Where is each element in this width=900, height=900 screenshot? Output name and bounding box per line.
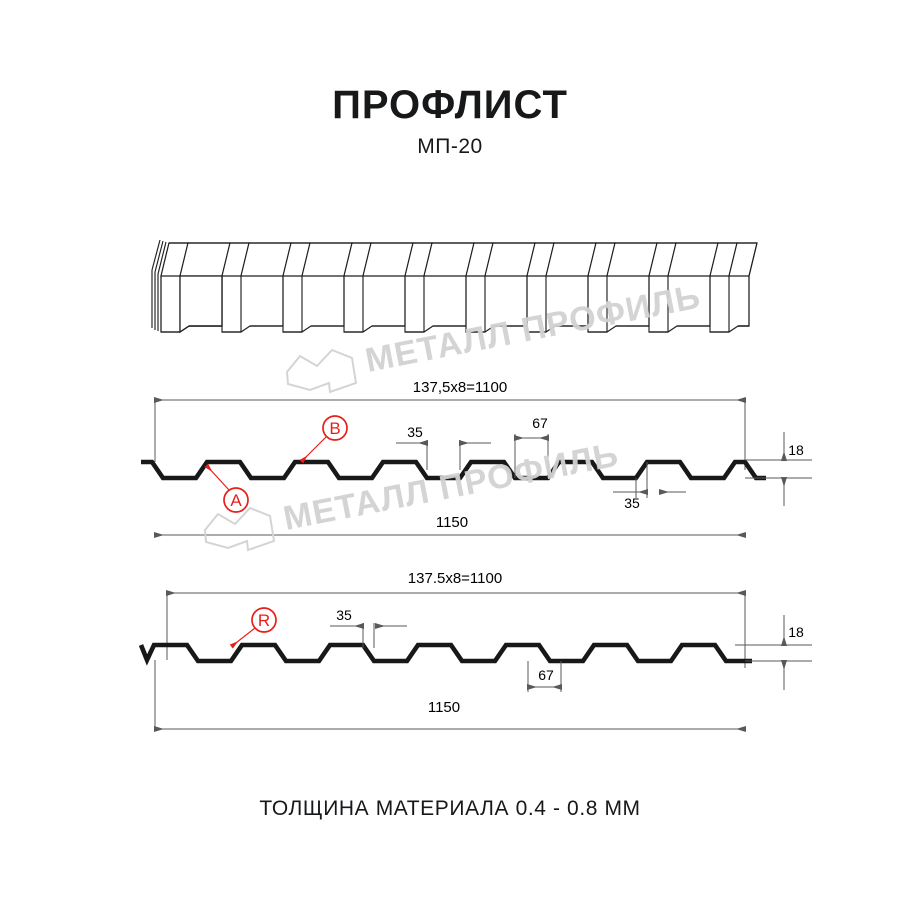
callout-b: B (299, 415, 348, 464)
dim-label-height-18-top: 18 (788, 442, 804, 458)
watermark-bottom: МЕТАЛЛ ПРОФИЛЬ (203, 436, 622, 552)
material-thickness-caption: ТОЛЩИНА МАТЕРИАЛА 0.4 - 0.8 ММ (259, 797, 640, 820)
product-code: МП-20 (417, 135, 482, 158)
dim-label-height-18-bottom: 18 (788, 624, 804, 640)
dim-label-pitch-top: 137,5x8=1100 (413, 379, 507, 396)
profile-outline-r (138, 642, 752, 666)
cross-section-a: 137,5x8=1100 35 67 35 18 (141, 379, 812, 538)
callout-r-label: R (258, 611, 270, 630)
dim-label-total-bottom: 1150 (428, 699, 460, 716)
cross-section-r: 137.5x8=1100 35 67 18 1150 (138, 570, 812, 732)
callout-a: A (204, 463, 249, 513)
callout-a-label: A (230, 491, 242, 510)
dim-label-35-top: 35 (407, 424, 423, 440)
callout-b-label: B (329, 419, 340, 438)
isometric-sheet-view (151, 239, 758, 334)
dim-label-35-bottom: 35 (624, 495, 640, 511)
dim-label-total-top: 1150 (436, 514, 468, 531)
watermark-top: МЕТАЛЛ ПРОФИЛЬ (285, 278, 704, 394)
callout-r: R (229, 607, 277, 649)
watermark-text-top: МЕТАЛЛ ПРОФИЛЬ (362, 278, 704, 380)
isometric-ribs (160, 242, 758, 334)
page-title: ПРОФЛИСТ (332, 83, 568, 127)
dim-label-67-top: 67 (532, 415, 548, 431)
dim-label-35-r: 35 (336, 607, 352, 623)
dim-label-67-r: 67 (538, 667, 554, 683)
dim-label-pitch-bottom: 137.5x8=1100 (408, 570, 502, 587)
profile-outline-a (141, 459, 766, 481)
